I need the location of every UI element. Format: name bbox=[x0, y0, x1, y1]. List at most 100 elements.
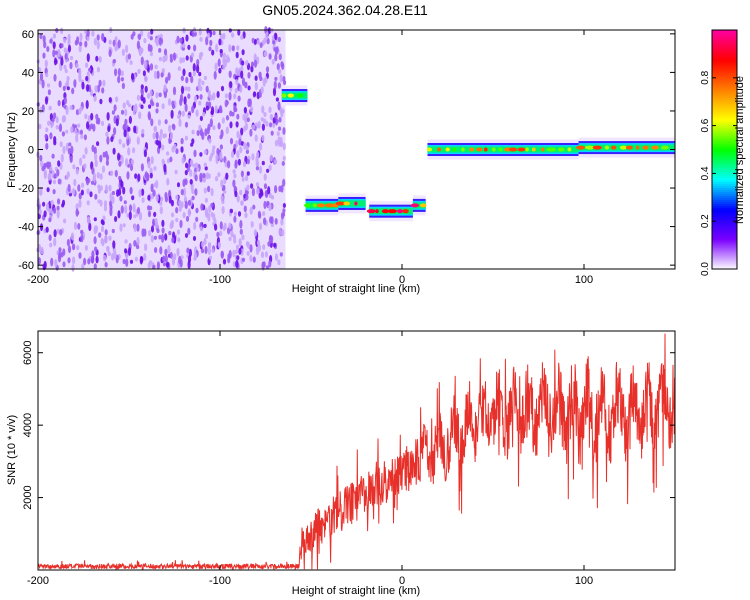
noise-speckle bbox=[161, 103, 165, 110]
noise-speckle bbox=[63, 37, 67, 44]
noise-speckle bbox=[184, 169, 188, 176]
noise-speckle bbox=[134, 103, 138, 112]
noise-speckle bbox=[147, 210, 152, 218]
noise-speckle bbox=[67, 245, 72, 254]
x-tick-label: -200 bbox=[27, 575, 49, 587]
noise-speckle bbox=[144, 243, 148, 252]
noise-speckle bbox=[195, 109, 199, 117]
noise-speckle bbox=[249, 254, 253, 262]
x-tick-label: 0 bbox=[399, 274, 405, 286]
noise-speckle bbox=[172, 86, 177, 96]
noise-speckle bbox=[239, 85, 243, 93]
noise-speckle bbox=[274, 159, 278, 165]
noise-speckle bbox=[75, 133, 79, 143]
noise-speckle bbox=[160, 72, 164, 78]
noise-speckle bbox=[150, 225, 155, 233]
noise-speckle bbox=[106, 112, 110, 121]
noise-speckle bbox=[274, 139, 279, 147]
noise-speckle bbox=[246, 117, 250, 122]
noise-speckle bbox=[163, 48, 168, 56]
noise-speckle bbox=[253, 39, 257, 45]
noise-speckle bbox=[234, 161, 238, 169]
noise-speckle bbox=[208, 138, 212, 144]
track-peak bbox=[402, 209, 409, 214]
track-peak bbox=[508, 147, 518, 152]
noise-speckle bbox=[269, 113, 273, 121]
noise-speckle bbox=[177, 113, 181, 120]
noise-speckle bbox=[270, 216, 274, 225]
noise-speckle bbox=[93, 236, 97, 245]
noise-speckle bbox=[193, 44, 197, 52]
noise-speckle bbox=[267, 27, 272, 35]
noise-speckle bbox=[107, 251, 111, 257]
noise-speckle bbox=[191, 138, 195, 145]
noise-speckle bbox=[188, 71, 192, 78]
track-core bbox=[427, 146, 579, 153]
noise-speckle bbox=[99, 173, 103, 180]
colorbar-step bbox=[712, 91, 737, 95]
noise-speckle bbox=[196, 64, 200, 74]
colorbar-step bbox=[712, 31, 737, 35]
colorbar-step bbox=[712, 141, 737, 145]
noise-speckle bbox=[83, 257, 87, 266]
noise-speckle bbox=[158, 56, 162, 62]
noise-speckle bbox=[172, 53, 177, 61]
noise-speckle bbox=[258, 71, 262, 79]
noise-speckle bbox=[174, 169, 178, 175]
noise-speckle bbox=[180, 85, 185, 95]
noise-speckle bbox=[230, 150, 235, 159]
colorbar-gradient bbox=[712, 30, 737, 270]
noise-speckle bbox=[211, 248, 215, 253]
noise-speckle bbox=[281, 108, 285, 114]
colorbar-step bbox=[712, 231, 737, 234]
colorbar-step bbox=[712, 217, 737, 220]
noise-speckle bbox=[267, 241, 271, 247]
noise-speckle bbox=[94, 193, 98, 200]
noise-speckle bbox=[172, 124, 176, 130]
colorbar-step bbox=[712, 255, 737, 258]
noise-speckle bbox=[151, 101, 155, 107]
colorbar-step bbox=[712, 101, 737, 105]
noise-speckle bbox=[76, 210, 80, 215]
noise-speckle bbox=[150, 118, 154, 127]
noise-speckle bbox=[233, 93, 237, 100]
noise-speckle bbox=[92, 172, 96, 181]
noise-speckle bbox=[155, 131, 159, 140]
noise-speckle bbox=[219, 230, 223, 237]
noise-speckle bbox=[242, 161, 247, 168]
noise-speckle bbox=[214, 62, 218, 72]
noise-speckle bbox=[129, 259, 134, 264]
colorbar-step bbox=[712, 63, 737, 67]
noise-speckle bbox=[199, 226, 203, 232]
noise-speckle bbox=[67, 257, 71, 264]
noise-speckle bbox=[225, 126, 229, 135]
colorbar-step bbox=[712, 69, 737, 73]
noise-speckle bbox=[149, 51, 153, 57]
noise-speckle bbox=[238, 137, 242, 146]
noise-speckle bbox=[123, 129, 127, 138]
noise-speckle bbox=[240, 200, 244, 206]
noise-speckle bbox=[159, 206, 163, 215]
noise-speckle bbox=[83, 134, 87, 141]
noise-speckle bbox=[98, 232, 102, 238]
colorbar-step bbox=[712, 145, 737, 149]
noise-speckle bbox=[280, 61, 284, 68]
noise-speckle bbox=[130, 33, 134, 40]
x-tick-label: -100 bbox=[209, 274, 231, 286]
noise-speckle bbox=[274, 114, 278, 120]
noise-speckle bbox=[46, 187, 50, 193]
noise-speckle bbox=[57, 198, 61, 205]
y-tick-label: 20 bbox=[22, 106, 34, 118]
colorbar-tick-label: 0.4 bbox=[700, 166, 711, 180]
noise-speckle bbox=[253, 229, 257, 237]
colorbar-step bbox=[712, 37, 737, 41]
noise-speckle bbox=[239, 189, 243, 196]
noise-speckle bbox=[175, 148, 179, 155]
noise-speckle bbox=[278, 68, 282, 74]
noise-speckle bbox=[53, 174, 57, 179]
noise-speckle bbox=[267, 186, 271, 195]
noise-speckle bbox=[136, 223, 140, 232]
noise-speckle bbox=[193, 221, 197, 231]
noise-speckle bbox=[144, 85, 148, 93]
track-peak bbox=[445, 147, 450, 152]
